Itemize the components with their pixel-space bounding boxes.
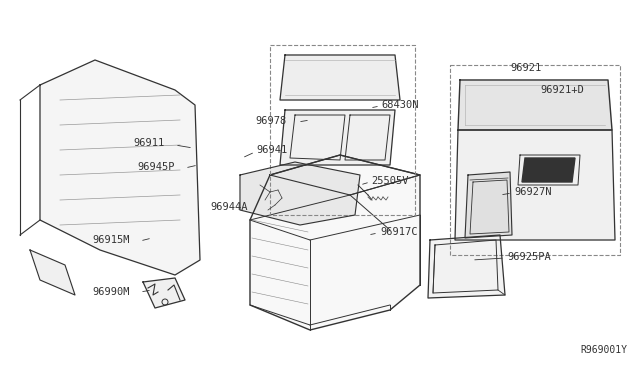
Text: 96978: 96978	[256, 116, 287, 126]
Text: 68430N: 68430N	[381, 100, 419, 110]
Text: 96911: 96911	[134, 138, 165, 148]
Text: 96915M: 96915M	[93, 235, 130, 245]
Polygon shape	[458, 80, 612, 130]
Text: 96990M: 96990M	[93, 287, 130, 297]
Polygon shape	[40, 60, 200, 275]
Text: 96917C: 96917C	[380, 227, 417, 237]
Polygon shape	[250, 155, 420, 330]
Text: 96925PA: 96925PA	[507, 252, 551, 262]
Polygon shape	[143, 278, 185, 308]
Polygon shape	[280, 110, 395, 165]
Text: 96927N: 96927N	[514, 187, 552, 197]
Text: 96945P: 96945P	[138, 162, 175, 172]
Text: 96921: 96921	[510, 63, 541, 73]
Text: R969001Y: R969001Y	[580, 345, 627, 355]
Polygon shape	[522, 158, 575, 182]
Text: 96921+D: 96921+D	[540, 85, 584, 95]
Polygon shape	[280, 55, 400, 100]
Polygon shape	[428, 235, 505, 298]
Text: 96944A: 96944A	[210, 202, 248, 212]
Polygon shape	[465, 172, 512, 238]
Polygon shape	[455, 130, 615, 240]
Polygon shape	[240, 162, 360, 225]
Text: 25505V: 25505V	[371, 176, 408, 186]
Text: 96941: 96941	[256, 145, 287, 155]
Polygon shape	[30, 250, 75, 295]
